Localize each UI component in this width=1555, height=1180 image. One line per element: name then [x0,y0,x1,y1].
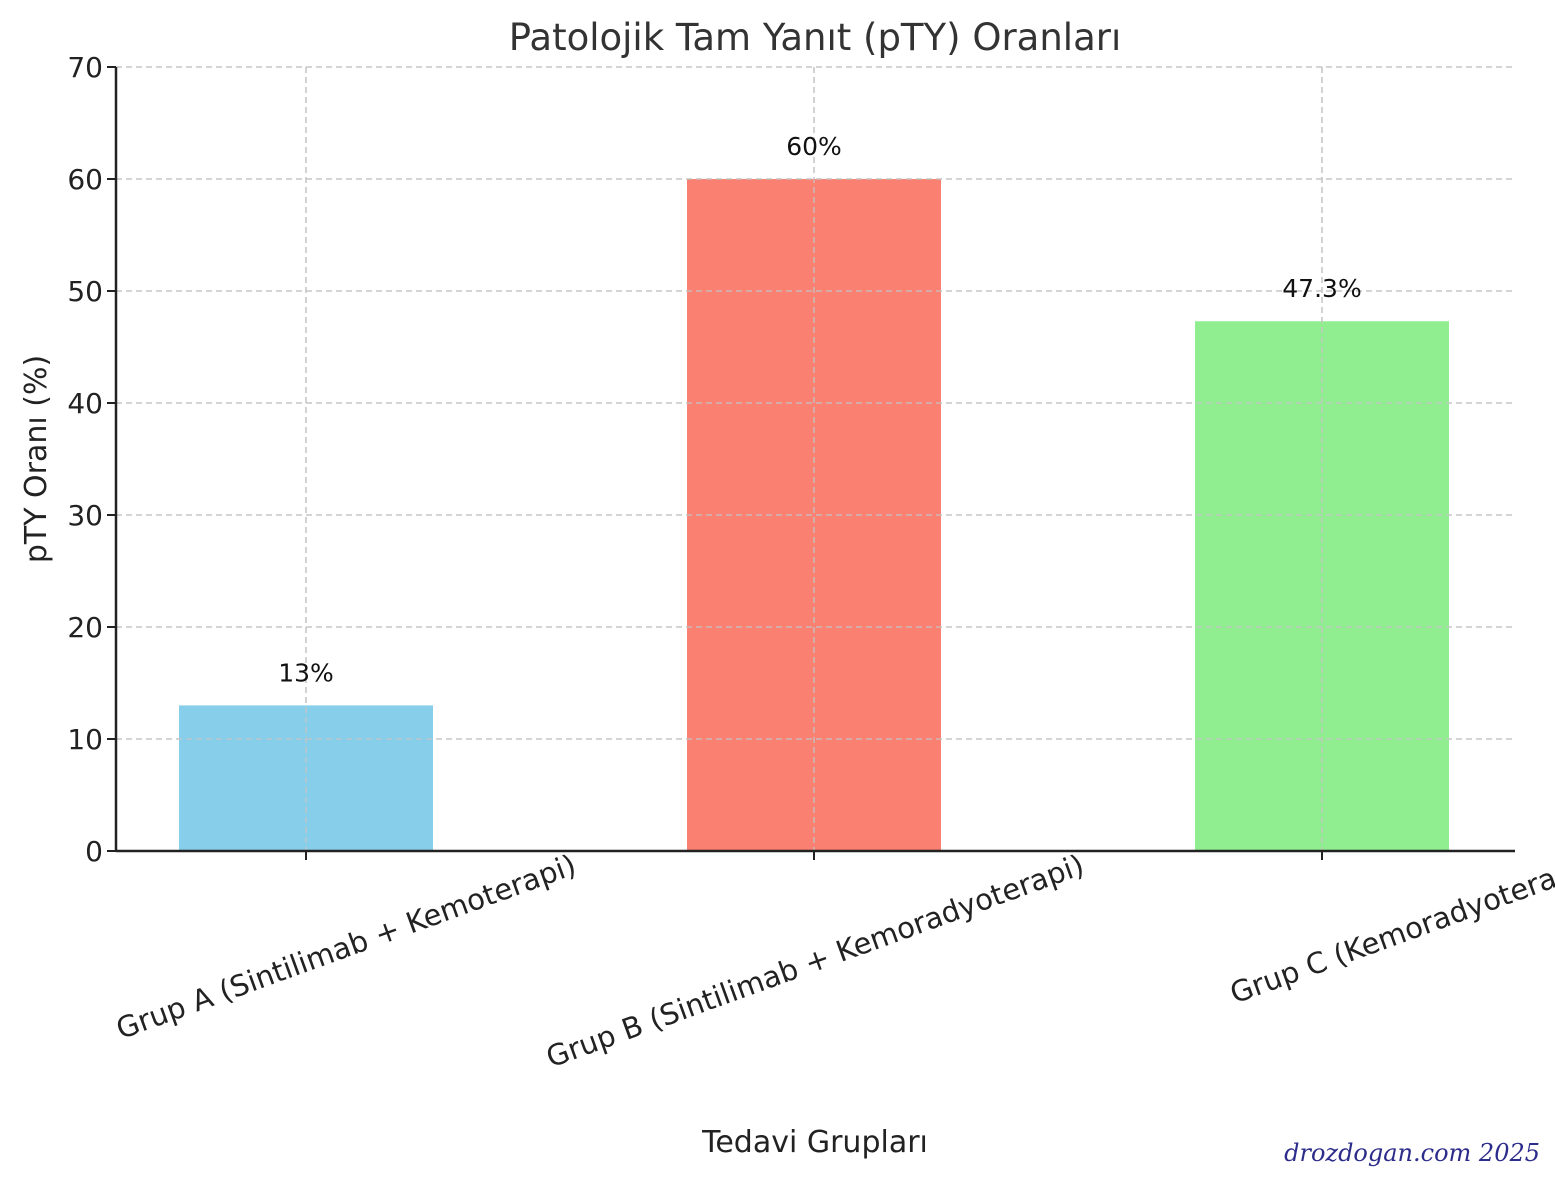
x-axis-label: Tedavi Grupları [701,1125,928,1160]
x-tick-label: Grup A (Sintilimab + Kemoterapi) [112,848,581,1046]
y-tick-label: 10 [67,723,103,756]
y-tick-label: 60 [67,163,103,196]
x-tick-label: Grup B (Sintilimab + Kemoradyoterapi) [542,848,1089,1075]
data-label: 13% [278,658,334,687]
data-label: 60% [786,132,842,161]
x-tick-label: Grup C (Kemoradyoterapi) [1226,848,1555,1011]
y-tick-label: 70 [67,51,103,84]
y-tick-label: 40 [67,387,103,420]
y-tick-label: 0 [85,835,103,868]
watermark: drozdogan.com 2025 [1284,1139,1540,1167]
y-tick-label: 30 [67,499,103,532]
y-axis-label: pTY Oranı (%) [19,355,54,563]
axes [114,67,1515,853]
bars [116,66,1515,852]
data-label: 47.3% [1282,274,1361,303]
y-tick-label: 50 [67,275,103,308]
data-labels: 13% 60% 47.3% [278,132,1362,687]
chart-title: Patolojik Tam Yanıt (pTY) Oranları [509,16,1122,59]
y-tick-label: 20 [67,611,103,644]
